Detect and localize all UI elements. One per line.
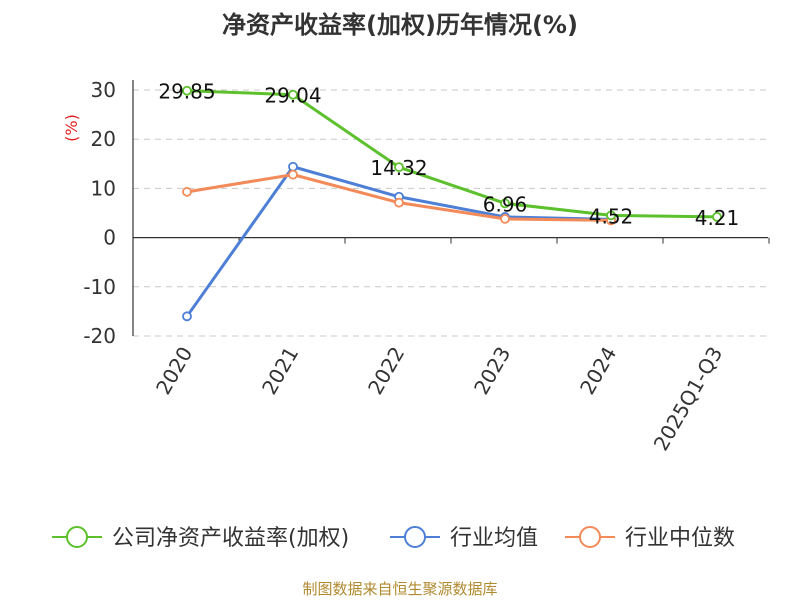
- x-tick-label-2: 2022: [363, 343, 409, 399]
- x-tick-label-4: 2024: [575, 343, 621, 399]
- series-1-point-0: [182, 311, 192, 322]
- series-2-point-0: [182, 186, 192, 197]
- x-tick-labels: 2020 2021 2022 2023 2024 2025Q1-Q3: [151, 343, 727, 455]
- legend-label-2: 行业中位数: [625, 526, 735, 551]
- data-label-3: 6.96: [483, 192, 528, 216]
- legend-marker-0: [66, 526, 88, 548]
- data-label-4: 4.52: [589, 204, 634, 228]
- series-2-point-3: [500, 214, 510, 224]
- series-0-point-3: [500, 198, 510, 209]
- x-tick-label-1: 2021: [257, 343, 303, 399]
- y-tick-label-1: 20: [91, 127, 116, 151]
- series-0-point-1: [288, 89, 298, 100]
- series-line-1: [185, 165, 612, 318]
- series-lines: [182, 85, 722, 322]
- series-line-0: [186, 89, 718, 219]
- data-label-1: 29.04: [264, 84, 321, 108]
- legend-marker-1: [404, 526, 426, 548]
- x-tick-label-3: 2023: [469, 343, 515, 399]
- y-axis-label: (%): [62, 114, 81, 142]
- legend-marker-2: [579, 526, 601, 548]
- data-label-5: 4.21: [695, 206, 740, 230]
- y-tick-labels: 30 20 10 0 -10 -20: [83, 78, 116, 348]
- series-2-point-1: [288, 169, 298, 180]
- y-tick-label-0: 30: [91, 78, 116, 102]
- legend-label-1: 行业均值: [450, 526, 538, 551]
- legend: 公司净资产收益率(加权) 行业均值 行业中位数: [52, 526, 735, 551]
- source-note: 制图数据来自恒生聚源数据库: [302, 580, 497, 598]
- y-tick-label-5: -20: [83, 324, 116, 348]
- grid-lines: [133, 89, 768, 337]
- series-0-point-4: [606, 210, 616, 221]
- y-tick-label-4: -10: [83, 275, 116, 299]
- series-1-point-1: [288, 161, 298, 172]
- chart-title: 净资产收益率(加权)历年情况(%): [222, 11, 578, 39]
- legend-label-0: 公司净资产收益率(加权): [112, 526, 349, 551]
- series-0-point-2: [394, 162, 404, 173]
- data-labels: 29.85 29.04 14.32 6.96 4.52 4.21: [158, 80, 739, 230]
- y-tick-label-2: 10: [91, 176, 116, 200]
- series-2-point-2: [394, 197, 404, 208]
- y-tick-label-3: 0: [103, 226, 116, 250]
- data-label-0: 29.85: [158, 80, 215, 104]
- series-0-point-5: [712, 211, 722, 222]
- data-label-2: 14.32: [370, 156, 427, 180]
- x-tick-label-5: 2025Q1-Q3: [649, 343, 728, 455]
- series-0-point-0: [182, 85, 192, 96]
- x-tick-label-0: 2020: [151, 343, 197, 399]
